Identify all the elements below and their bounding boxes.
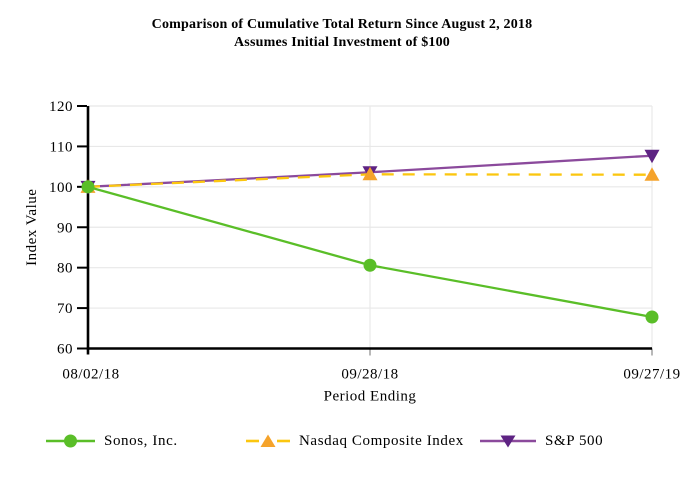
point-marker (363, 258, 377, 272)
axes (86, 106, 652, 355)
x-tick-label: 09/28/18 (341, 367, 398, 383)
y-axis-labels: 60 70 80 90 100 110 120 (49, 99, 87, 358)
x-tick-label: 09/27/19 (623, 367, 680, 383)
y-tick-label: 60 (57, 342, 73, 358)
x-axis-title: Period Ending (324, 389, 417, 405)
y-tick-label: 120 (49, 99, 73, 115)
y-tick-label: 90 (57, 220, 73, 236)
y-tick-label: 100 (49, 180, 73, 196)
y-axis-title: Index Value (24, 189, 40, 266)
x-tick-label: 08/02/18 (62, 367, 119, 383)
point-marker (81, 180, 95, 194)
point-marker (362, 166, 378, 181)
y-tick-label: 110 (50, 139, 73, 155)
point-marker (644, 167, 660, 181)
x-axis-labels: 08/02/18 09/28/18 09/27/19 (62, 367, 680, 383)
gridlines (88, 105, 653, 356)
series-sonos-inc-markers (81, 180, 659, 324)
y-tick-label: 70 (57, 301, 73, 317)
chart-title: Comparison of Cumulative Total Return Si… (151, 17, 533, 32)
point-marker (644, 149, 660, 164)
chart-subtitle: Assumes Initial Investment of $100 (233, 35, 451, 50)
point-marker (645, 310, 659, 324)
y-tick-label: 80 (57, 261, 73, 277)
